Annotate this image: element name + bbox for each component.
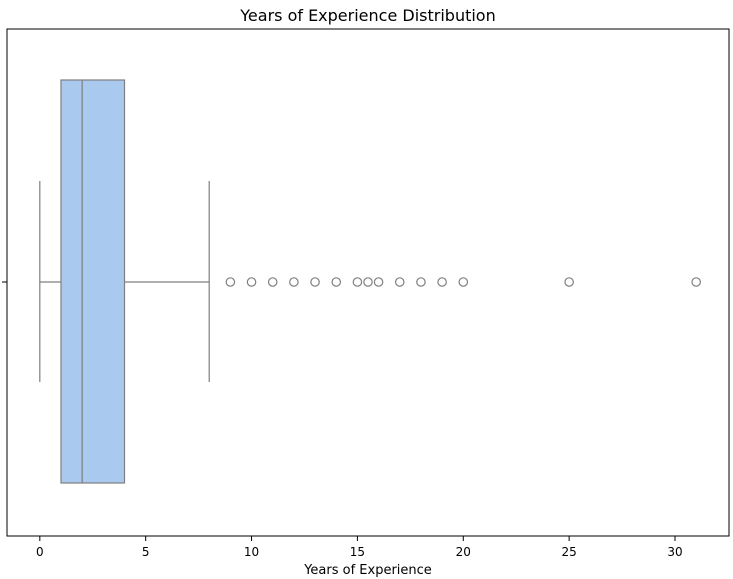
x-tick-label: 5 (142, 545, 150, 559)
x-tick-label: 20 (456, 545, 471, 559)
x-tick-label: 25 (562, 545, 577, 559)
x-tick-label: 15 (350, 545, 365, 559)
outlier-point (437, 277, 447, 287)
outlier-point (352, 277, 363, 287)
outlier-point (394, 277, 405, 287)
x-tick-label: 0 (36, 545, 44, 559)
outlier-point (267, 277, 278, 287)
outlier-point (246, 277, 257, 287)
box-iqr (60, 79, 126, 484)
x-tick-label: 30 (667, 545, 682, 559)
outlier-point (416, 277, 426, 287)
x-axis-ticks: 0 5 10 15 20 25 30 (36, 536, 683, 559)
chart-title: Years of Experience Distribution (239, 6, 495, 25)
outlier-point (225, 277, 236, 287)
chart-marks (39, 79, 701, 484)
outlier-point (458, 277, 469, 287)
outlier-point (691, 277, 701, 287)
outlier-point (310, 277, 320, 287)
outlier-point (363, 277, 373, 287)
x-axis-label: Years of Experience (303, 563, 432, 578)
x-tick-label: 10 (244, 545, 259, 559)
outlier-point (289, 277, 299, 287)
outlier-point (373, 277, 384, 287)
outlier-point (331, 277, 342, 287)
outlier-point (564, 277, 574, 287)
